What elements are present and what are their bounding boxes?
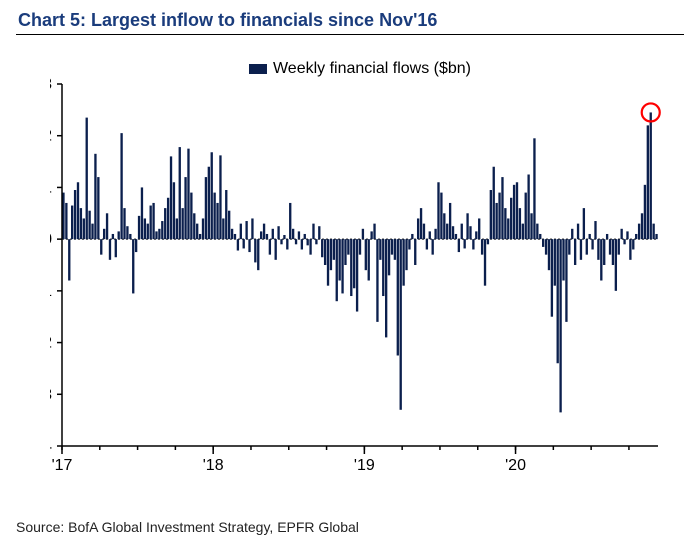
svg-text:1: 1	[50, 179, 52, 196]
svg-text:-3: -3	[50, 386, 52, 403]
legend-label: Weekly financial flows ($bn)	[273, 60, 471, 77]
svg-text:'19: '19	[354, 457, 375, 474]
legend: Weekly financial flows ($bn)	[249, 60, 471, 78]
svg-text:-1: -1	[50, 283, 52, 300]
svg-text:3: 3	[50, 76, 52, 93]
chart-title: Chart 5: Largest inflow to financials si…	[18, 10, 437, 31]
svg-text:0: 0	[50, 231, 52, 248]
svg-text:'18: '18	[203, 457, 224, 474]
svg-text:'20: '20	[505, 457, 526, 474]
title-rule	[16, 34, 684, 35]
plot-area: Weekly financial flows ($bn) -4 -3 -2 -1 0 1 2…	[50, 56, 670, 476]
source-text: Source: BofA Global Investment Strategy,…	[16, 519, 359, 535]
chart-frame: Chart 5: Largest inflow to financials si…	[0, 0, 700, 543]
svg-text:-4: -4	[50, 438, 52, 455]
legend-swatch	[249, 64, 267, 74]
svg-text:-2: -2	[50, 335, 52, 352]
bar-chart: -4 -3 -2 -1 0 1 2 3 '17 '18 '19 '20	[50, 56, 670, 476]
svg-text:'17: '17	[52, 457, 73, 474]
svg-text:2: 2	[50, 128, 52, 145]
